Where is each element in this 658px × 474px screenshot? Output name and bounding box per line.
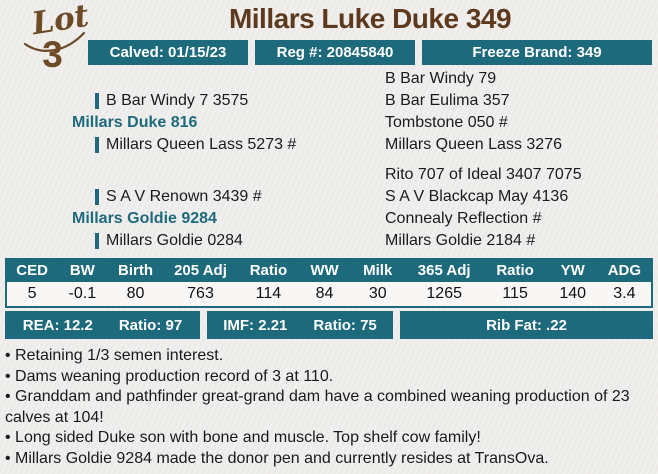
cell-value: 30 bbox=[349, 282, 406, 306]
performance-table: CED BW Birth 205 Adj Ratio WW Milk 365 A… bbox=[5, 258, 653, 308]
note-item: • Dams weaning production record of 3 at… bbox=[5, 367, 334, 385]
pedigree-bracket-bar bbox=[95, 233, 99, 249]
ancestor-line: Tombstone 050 # bbox=[385, 114, 508, 131]
imf-ratio: Ratio: 75 bbox=[313, 316, 377, 334]
stat-box-rib-fat: Rib Fat: .22 bbox=[400, 311, 653, 339]
info-box-reg-number: Reg #: 20845840 bbox=[255, 40, 415, 65]
column-header: 205 Adj bbox=[163, 260, 238, 282]
cell-value: 5 bbox=[7, 282, 58, 306]
page-title: Millars Luke Duke 349 bbox=[228, 3, 512, 34]
sire-name: Millars Duke 816 bbox=[72, 114, 198, 131]
column-header: Ratio bbox=[482, 260, 548, 282]
dam-of-sire: Millars Queen Lass 5273 # bbox=[106, 136, 297, 153]
ancestor-line: B Bar Eulima 357 bbox=[385, 92, 510, 109]
cell-value: 763 bbox=[163, 282, 238, 306]
cell-value: 140 bbox=[547, 282, 598, 306]
info-box-row: Calved: 01/15/23 Reg #: 20845840 Freeze … bbox=[88, 40, 652, 65]
dam-name: Millars Goldie 9284 bbox=[72, 210, 217, 227]
note-item: • Granddam and pathfinder great-grand da… bbox=[5, 388, 630, 426]
pedigree-bracket-bar bbox=[95, 93, 99, 109]
column-header: Birth bbox=[107, 260, 164, 282]
ancestor-line: Millars Queen Lass 3276 bbox=[385, 136, 562, 153]
dam-of-dam: Millars Goldie 0284 bbox=[106, 232, 243, 249]
cell-value: 80 bbox=[107, 282, 164, 306]
column-header: 365 Adj bbox=[405, 260, 483, 282]
ancestor-line: B Bar Windy 79 bbox=[385, 70, 497, 87]
column-header: Milk bbox=[349, 260, 406, 282]
column-header: Ratio bbox=[237, 260, 300, 282]
column-header: YW bbox=[547, 260, 598, 282]
column-header: CED bbox=[7, 260, 58, 282]
pedigree: B Bar Windy 7 3575 Millars Duke 816 Mill… bbox=[72, 70, 582, 249]
column-header: BW bbox=[57, 260, 108, 282]
info-box-freeze-brand: Freeze Brand: 349 bbox=[422, 40, 652, 65]
column-header: ADG bbox=[597, 260, 651, 282]
column-header: WW bbox=[299, 260, 350, 282]
sire-of-sire: B Bar Windy 7 3575 bbox=[106, 92, 249, 109]
stat-box-imf: IMF: 2.21 Ratio: 75 bbox=[207, 311, 393, 339]
lot-number: 3 bbox=[42, 34, 63, 75]
note-item: • Long sided Duke son with bone and musc… bbox=[5, 429, 481, 446]
lot-notes: • Retaining 1/3 semen interest. • Dams w… bbox=[5, 346, 647, 469]
info-box-calved: Calved: 01/15/23 bbox=[88, 40, 248, 65]
pedigree-bracket-bar bbox=[95, 189, 99, 205]
rib-fat-value: Rib Fat: .22 bbox=[486, 316, 567, 334]
rea-ratio: Ratio: 97 bbox=[118, 316, 183, 334]
ancestor-line: Connealy Reflection # bbox=[385, 210, 542, 227]
carcass-stats-row: REA: 12.2 Ratio: 97 IMF: 2.21 Ratio: 75 … bbox=[5, 311, 653, 339]
cell-value: 3.4 bbox=[597, 282, 651, 306]
imf-value: IMF: 2.21 bbox=[223, 316, 288, 334]
cell-value: -0.1 bbox=[57, 282, 108, 306]
stat-box-rea: REA: 12.2 Ratio: 97 bbox=[5, 311, 200, 339]
note-item: • Retaining 1/3 semen interest. bbox=[5, 347, 224, 364]
rea-value: REA: 12.2 bbox=[22, 316, 93, 334]
cell-value: 115 bbox=[482, 282, 548, 306]
ancestor-line: Millars Goldie 2184 # bbox=[385, 232, 536, 249]
ancestor-line: Rito 707 of Ideal 3407 7075 bbox=[385, 166, 582, 183]
cell-value: 114 bbox=[237, 282, 300, 306]
pedigree-bracket-bar bbox=[95, 137, 99, 153]
lot-underline-flourish bbox=[23, 31, 86, 52]
ancestor-line: S A V Blackcap May 4136 bbox=[385, 188, 569, 205]
lot-badge: Lot 3 bbox=[14, 0, 94, 86]
note-item: • Millars Goldie 9284 made the donor pen… bbox=[5, 449, 549, 467]
sire-of-dam: S A V Renown 3439 # bbox=[106, 188, 262, 205]
cell-value: 84 bbox=[299, 282, 350, 306]
cell-value: 1265 bbox=[405, 282, 483, 306]
